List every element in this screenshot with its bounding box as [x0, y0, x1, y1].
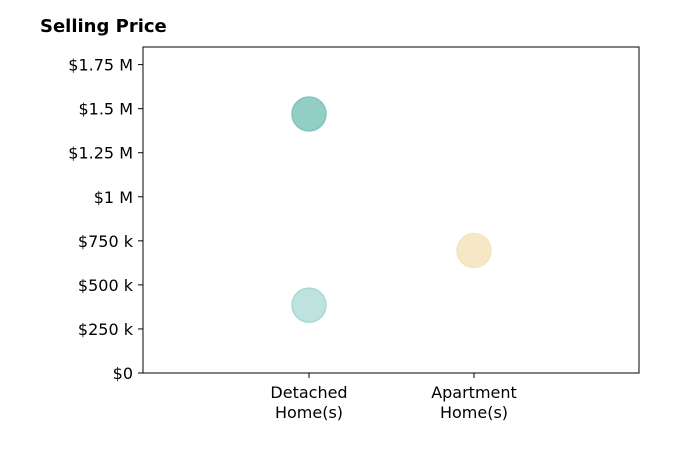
data-point [291, 287, 327, 323]
y-tick-label: $500 k [78, 276, 134, 295]
data-point [291, 96, 327, 132]
chart-title: Selling Price [40, 16, 167, 37]
y-tick-label: $250 k [78, 320, 134, 339]
data-point [456, 232, 492, 269]
y-tick-label: $750 k [78, 232, 134, 251]
y-tick-label: $1 M [94, 188, 133, 207]
y-tick-label: $0 [113, 364, 133, 383]
y-tick-label: $1.5 M [78, 100, 133, 119]
x-tick-label: Detached Home(s) [270, 383, 347, 422]
y-tick-label: $1.75 M [68, 56, 133, 75]
x-tick-label: Apartment Home(s) [431, 383, 517, 422]
y-tick-label: $1.25 M [68, 144, 133, 163]
plot-frame [142, 46, 640, 374]
